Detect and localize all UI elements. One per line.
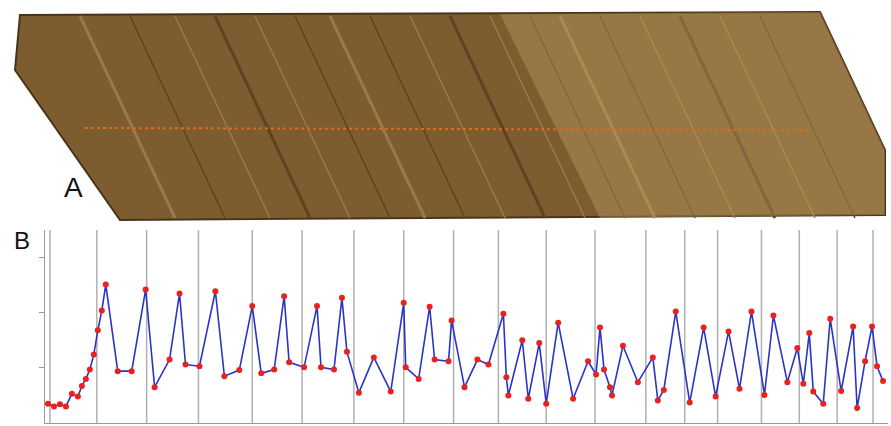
svg-text:B: B bbox=[14, 227, 30, 254]
svg-text:A: A bbox=[64, 172, 83, 203]
